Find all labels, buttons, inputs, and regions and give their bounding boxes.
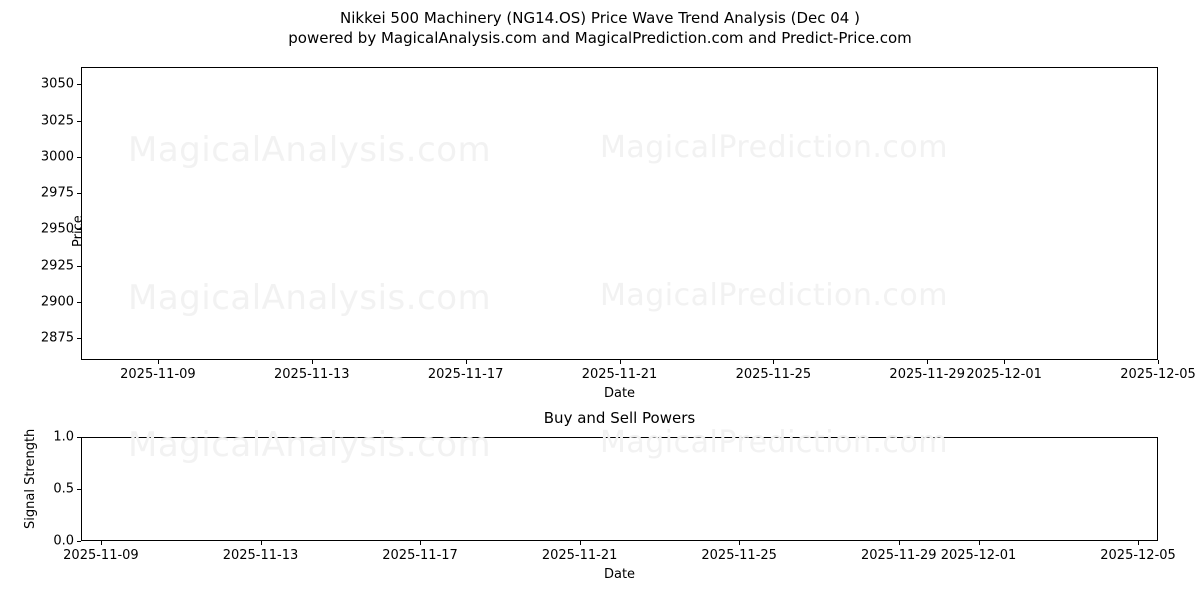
price-y-tick-label: 2925: [40, 258, 74, 274]
price-x-tick-mark: [1004, 360, 1006, 364]
price-x-tick-label: 2025-11-25: [735, 367, 812, 382]
signal-x-tick-mark: [100, 541, 102, 545]
price-y-tick-mark: [77, 193, 81, 195]
signal-x-tick-mark: [1138, 541, 1140, 545]
price-y-tick-mark: [77, 156, 81, 158]
price-y-tick-mark: [77, 301, 81, 303]
signal-chart-title: Buy and Sell Powers: [543, 409, 696, 427]
price-y-tick-label: 2900: [40, 294, 74, 310]
signal-y-axis-label: Signal Strength: [23, 428, 38, 529]
signal-y-tick-mark: [77, 437, 81, 438]
signal-x-tick-mark: [579, 541, 581, 545]
signal-x-tick-label: 2025-12-05: [1100, 548, 1176, 563]
price-x-tick-label: 2025-12-05: [1120, 367, 1196, 382]
price-x-tick-mark: [619, 360, 621, 364]
buy-sell-powers-chart: Buy and Sell Powers Signal Strength Date…: [23, 409, 1176, 582]
signal-y-tick-mark: [77, 541, 81, 542]
price-y-tick-mark: [77, 338, 81, 340]
page-title: Nikkei 500 Machinery (NG14.OS) Price Wav…: [0, 8, 1200, 48]
signal-x-tick-mark: [978, 541, 980, 545]
price-y-tick-mark: [77, 265, 81, 267]
price-y-tick-mark: [77, 120, 81, 122]
signal-x-tick-label: 2025-11-25: [701, 548, 777, 563]
signal-y-tick-label: 0.0: [53, 533, 74, 549]
signal-chart-frame: [81, 437, 1158, 541]
price-x-tick-mark: [465, 360, 467, 364]
price-x-tick-label: 2025-11-13: [274, 367, 350, 382]
price-x-tick-label: 2025-11-09: [120, 367, 196, 382]
price-x-tick-mark: [927, 360, 929, 364]
price-x-tick-label: 2025-11-17: [427, 367, 504, 382]
price-y-tick-label: 2975: [40, 185, 74, 201]
signal-x-tick-label: 2025-12-01: [940, 548, 1017, 563]
signal-y-tick-mark: [77, 489, 81, 490]
price-x-axis-label: Date: [603, 386, 636, 401]
price-y-tick-label: 3000: [40, 149, 74, 165]
price-x-tick-label: 2025-11-29: [889, 367, 965, 382]
signal-x-tick-label: 2025-11-29: [860, 548, 937, 563]
price-y-tick-label: 3025: [40, 113, 74, 129]
price-x-tick-mark: [311, 360, 313, 364]
price-y-tick-label: 3050: [40, 76, 74, 92]
price-x-tick-mark: [157, 360, 159, 364]
price-y-tick-mark: [77, 229, 81, 231]
price-y-tick-label: 2950: [40, 221, 74, 237]
signal-x-tick-label: 2025-11-09: [63, 548, 139, 563]
price-x-tick-mark: [1158, 360, 1159, 364]
title-main: Nikkei 500 Machinery (NG14.OS) Price Wav…: [340, 9, 860, 27]
price-x-tick-label: 2025-11-21: [581, 367, 658, 382]
title-subtitle: powered by MagicalAnalysis.com and Magic…: [288, 29, 912, 47]
signal-y-tick-label: 0.5: [53, 481, 74, 497]
signal-x-tick-mark: [260, 541, 262, 545]
signal-x-axis-label: Date: [603, 567, 636, 582]
signal-x-tick-mark: [739, 541, 741, 545]
price-x-tick-label: 2025-12-01: [966, 367, 1042, 382]
signal-y-tick-label: 1.0: [53, 429, 74, 445]
signal-x-tick-label: 2025-11-13: [222, 548, 299, 563]
signal-x-tick-label: 2025-11-21: [541, 548, 618, 563]
price-x-tick-mark: [773, 360, 775, 364]
price-wave-chart: Price Date 2875 2900 2925 2950 2975 3000 3025 3…: [41, 67, 1196, 401]
price-y-tick-label: 2875: [40, 330, 74, 346]
price-chart-frame: [81, 67, 1158, 360]
signal-x-tick-mark: [898, 541, 900, 545]
signal-x-tick-mark: [420, 541, 422, 545]
price-y-tick-mark: [77, 84, 81, 86]
signal-x-tick-label: 2025-11-17: [382, 548, 458, 563]
